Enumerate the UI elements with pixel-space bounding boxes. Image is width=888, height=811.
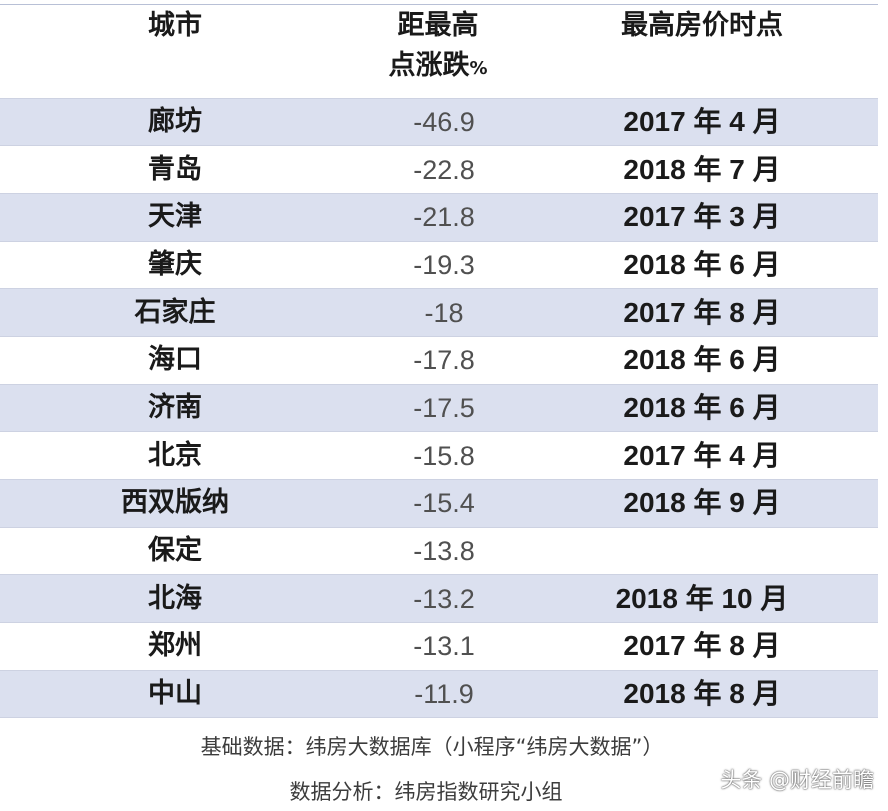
analysis-note: 数据分析：纬房指数研究小组: [289, 780, 563, 804]
header-change-line2-wrap: 点涨跌%: [350, 46, 526, 89]
header-change-line2: 点涨跌: [388, 50, 470, 81]
city-cell: 廊坊: [0, 97, 350, 146]
city-cell: 北海: [0, 574, 350, 623]
peak-cell: 2017 年 8 月: [526, 622, 878, 671]
peak-cell: 2017 年 4 月: [526, 431, 878, 480]
header-city: 城市: [148, 10, 202, 41]
change-cell: -21.8: [350, 192, 526, 242]
city-cell: 西双版纳: [0, 479, 350, 528]
table-row: 北海 -13.2 2018 年 10 月: [0, 574, 878, 623]
header-change-unit: %: [469, 58, 488, 79]
peak-cell: 2017 年 4 月: [526, 97, 878, 146]
change-cell: -22.8: [350, 145, 526, 194]
header-peak: 最高房价时点: [621, 10, 783, 41]
change-cell: -13.8: [350, 526, 526, 575]
watermark: 头条 @财经前瞻: [720, 768, 874, 792]
source-note: 基础数据：纬房大数据库（小程序“纬房大数据”）: [200, 735, 664, 759]
change-cell: -11.9: [350, 669, 526, 719]
peak-cell: 2018 年 6 月: [526, 335, 878, 385]
header-row: 城市 距最高 点涨跌% 最高房价时点: [0, 6, 878, 98]
peak-cell: 2017 年 3 月: [526, 192, 878, 242]
header-change: 距最高 点涨跌%: [350, 6, 526, 98]
peak-cell: 2018 年 6 月: [526, 240, 878, 289]
change-cell: -19.3: [350, 240, 526, 289]
top-rule: [0, 4, 878, 5]
city-cell: 肇庆: [0, 240, 350, 289]
change-cell: -18: [350, 288, 526, 337]
table-row: 济南 -17.5 2018 年 6 月: [0, 383, 878, 432]
change-cell: -17.5: [350, 383, 526, 432]
change-cell: -13.2: [350, 574, 526, 623]
city-cell: 海口: [0, 335, 350, 385]
city-cell: 保定: [0, 526, 350, 575]
peak-cell: 2018 年 9 月: [526, 479, 878, 528]
table-row: 西双版纳 -15.4 2018 年 9 月: [0, 479, 878, 528]
peak-cell: 2018 年 7 月: [526, 145, 878, 194]
change-cell: -46.9: [350, 97, 526, 146]
city-cell: 青岛: [0, 145, 350, 194]
change-cell: -15.8: [350, 431, 526, 480]
city-cell: 中山: [0, 669, 350, 719]
change-cell: -17.8: [350, 335, 526, 385]
table-row: 中山 -11.9 2018 年 8 月: [0, 669, 878, 719]
peak-cell: 2018 年 6 月: [526, 383, 878, 432]
city-cell: 郑州: [0, 622, 350, 671]
table-row: 海口 -17.8 2018 年 6 月: [0, 335, 878, 385]
table-row: 北京 -15.8 2017 年 4 月: [0, 431, 878, 480]
city-cell: 石家庄: [0, 288, 350, 337]
table-row: 郑州 -13.1 2017 年 8 月: [0, 622, 878, 671]
table-row: 天津 -21.8 2017 年 3 月: [0, 192, 878, 242]
peak-cell: [526, 526, 878, 575]
peak-cell: 2018 年 10 月: [526, 574, 878, 623]
city-cell: 北京: [0, 431, 350, 480]
change-cell: -15.4: [350, 479, 526, 528]
change-cell: -13.1: [350, 622, 526, 671]
peak-cell: 2018 年 8 月: [526, 669, 878, 719]
table-row: 青岛 -22.8 2018 年 7 月: [0, 145, 878, 194]
table-row: 廊坊 -46.9 2017 年 4 月: [0, 97, 878, 146]
peak-cell: 2017 年 8 月: [526, 288, 878, 337]
table-row: 石家庄 -18 2017 年 8 月: [0, 288, 878, 337]
table-row: 肇庆 -19.3 2018 年 6 月: [0, 240, 878, 289]
table-row: 保定 -13.8: [0, 526, 878, 575]
city-price-table: 城市 距最高 点涨跌% 最高房价时点 廊坊 -46.9 2017 年 4 月青岛 -2…: [0, 6, 878, 719]
city-cell: 济南: [0, 383, 350, 432]
header-change-line1: 距最高: [397, 10, 479, 41]
city-cell: 天津: [0, 192, 350, 242]
